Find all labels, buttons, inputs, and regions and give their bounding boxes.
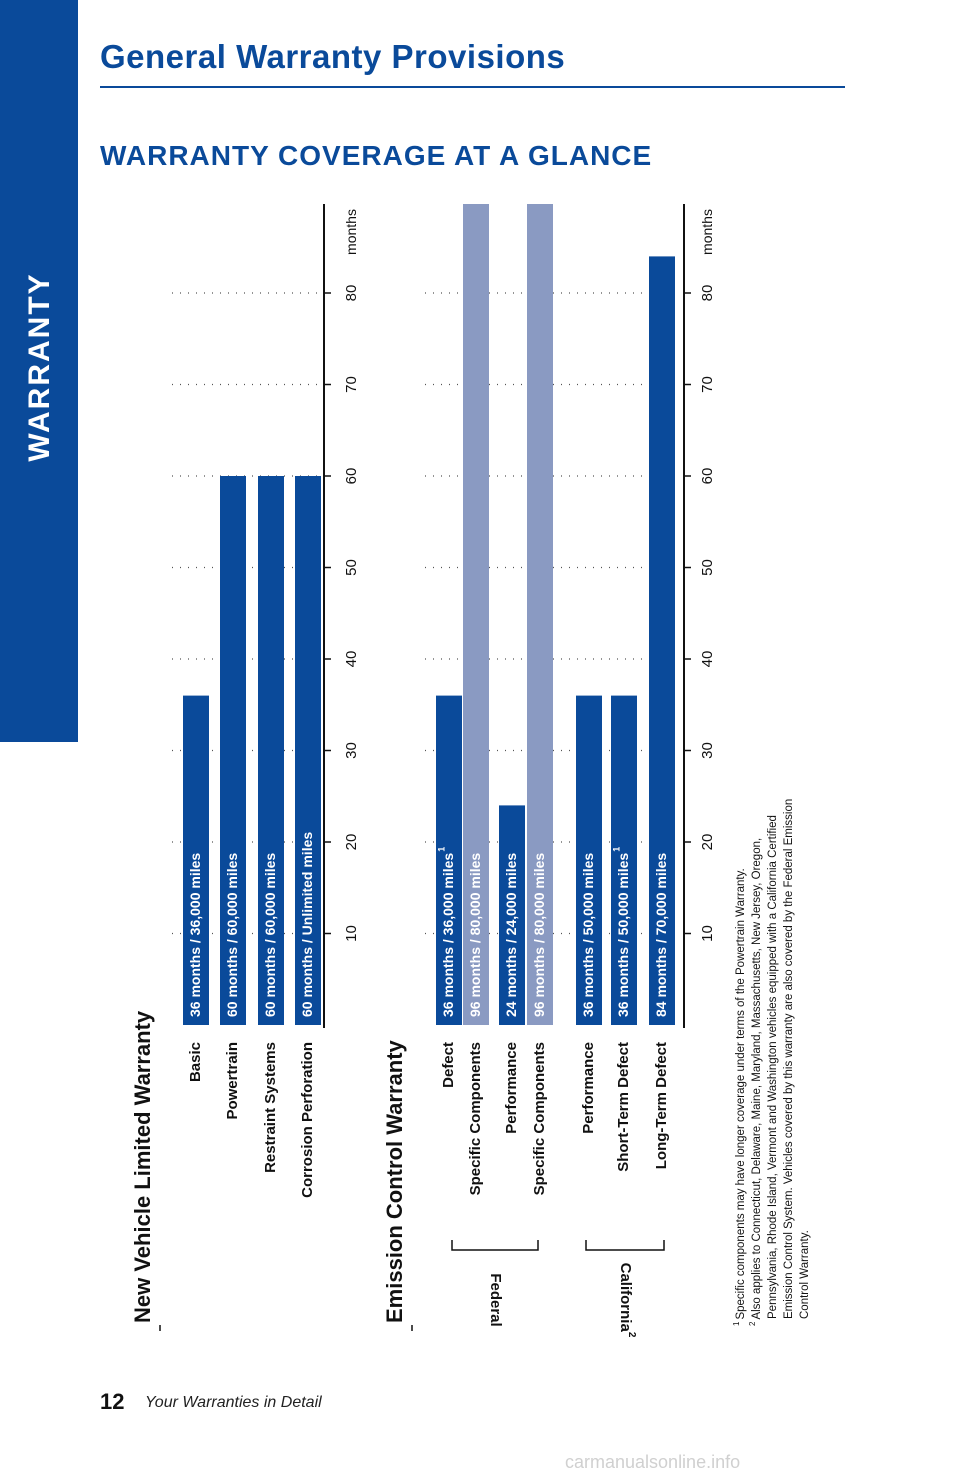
chart-title: Emission Control Warranty	[382, 1039, 407, 1323]
tick-label: 50	[343, 559, 360, 576]
page-title: General Warranty Provisions	[100, 38, 566, 75]
tick-label: 70	[343, 376, 360, 393]
bar	[499, 805, 525, 1025]
page-number: 12	[100, 1389, 125, 1414]
bar-label: 24 months / 24,000 miles	[503, 853, 519, 1017]
title-rule	[100, 86, 845, 88]
row-label: Defect	[440, 1042, 457, 1088]
bar	[463, 204, 489, 1025]
tick-label: 10	[699, 925, 716, 942]
tick-label: 80	[699, 285, 716, 302]
tick-label: 10	[343, 925, 360, 942]
bar-label: 36 months / 36,000 miles	[187, 853, 203, 1017]
group-bracket	[451, 1240, 539, 1251]
row-label: Specific Components	[467, 1042, 484, 1195]
footer-text: Your Warranties in Detail	[145, 1394, 322, 1411]
axis-unit-label: months	[343, 209, 359, 255]
row-label: Short-Term Defect	[615, 1042, 632, 1172]
bar-label: 36 months / 50,000 miles	[580, 853, 596, 1017]
axis-unit-label: months	[699, 209, 715, 255]
bar	[436, 695, 462, 1025]
row-label: Specific Components	[531, 1042, 548, 1195]
bar	[220, 476, 246, 1025]
bar	[611, 695, 637, 1025]
row-label: Long-Term Defect	[653, 1042, 670, 1169]
row-label: Performance	[580, 1042, 597, 1134]
row-label: Basic	[187, 1042, 204, 1082]
bar	[649, 256, 675, 1025]
bar-label: 84 months / 70,000 miles	[653, 853, 669, 1017]
bar	[183, 695, 209, 1025]
bar-label: 36 months / 50,000 miles1	[612, 847, 631, 1017]
group-bracket	[585, 1240, 665, 1251]
tick-label: 80	[343, 285, 360, 302]
tick-label: 40	[343, 651, 360, 668]
footnote: 1Specific components may have longer cov…	[732, 868, 747, 1326]
bar-label: 60 months / 60,000 miles	[224, 853, 240, 1017]
tick-label: 20	[699, 834, 716, 851]
bar-label: 60 months / Unlimited miles	[299, 832, 315, 1017]
bar	[576, 695, 602, 1025]
footnote: 2Also applies to Connecticut, Delaware, …	[748, 838, 763, 1326]
chart-title: New Vehicle Limited Warranty	[130, 1010, 155, 1323]
group-label: Federal	[487, 1273, 504, 1326]
group-label: California2	[617, 1263, 637, 1338]
bar-label: 96 months / 80,000 miles	[531, 853, 547, 1017]
bar	[258, 476, 284, 1025]
tick-label: 60	[343, 468, 360, 485]
row-label: Corrosion Perforation	[299, 1042, 316, 1198]
footnote: Control Warranty.	[799, 1230, 811, 1319]
bar-label: 60 months / 60,000 miles	[262, 853, 278, 1017]
bar	[295, 476, 321, 1025]
row-label: Restraint Systems	[262, 1042, 279, 1173]
tick-label: 70	[699, 376, 716, 393]
section-title: WARRANTY COVERAGE AT A GLANCE	[100, 140, 653, 171]
tick-label: 50	[699, 559, 716, 576]
tick-label: 30	[343, 742, 360, 759]
footnote: Pennsylvania, Rhode Island, Vermont and …	[767, 815, 779, 1319]
bar-label: 36 months / 36,000 miles1	[437, 847, 456, 1017]
tick-label: 30	[699, 742, 716, 759]
tick-label: 20	[343, 834, 360, 851]
footnote: Emission Control System. Vehicles covere…	[783, 799, 795, 1319]
sidebar-band: WARRANTY	[0, 0, 78, 742]
watermark: carmanualsonline.info	[565, 1452, 741, 1472]
row-label: Performance	[503, 1042, 520, 1134]
bar-label: 96 months / 80,000 miles	[467, 853, 483, 1017]
tick-label: 60	[699, 468, 716, 485]
tick-label: 40	[699, 651, 716, 668]
row-label: Powertrain	[224, 1042, 241, 1120]
bar	[527, 204, 553, 1025]
